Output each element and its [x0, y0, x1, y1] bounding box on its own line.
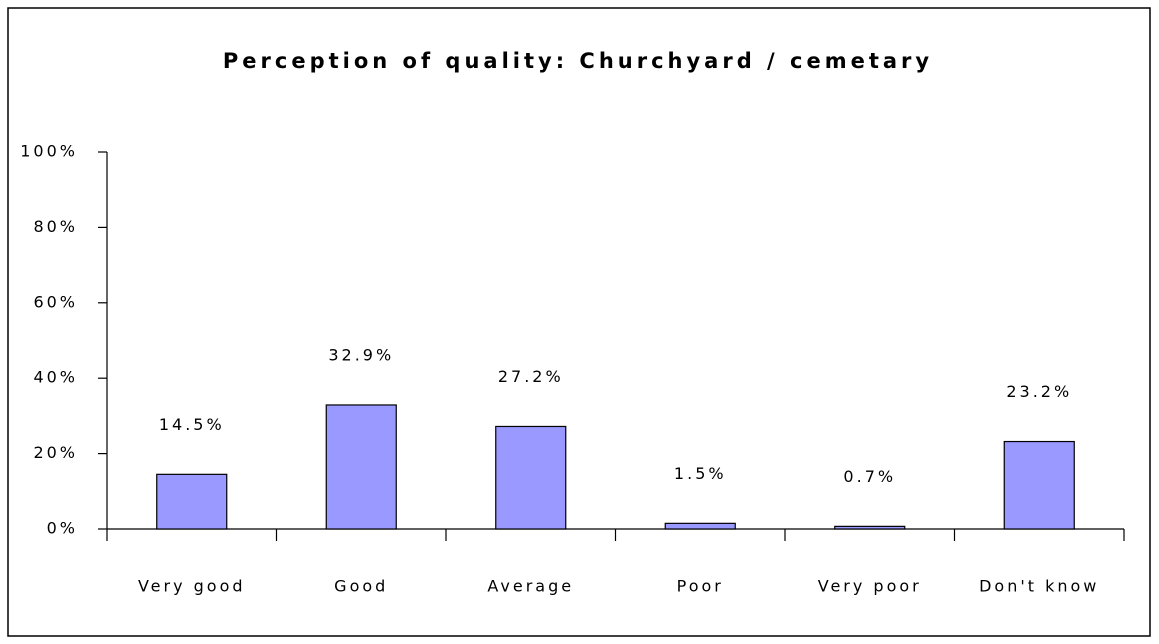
bar — [664, 522, 736, 530]
x-tick-label: Average — [487, 577, 574, 596]
y-tick-label: 80% — [33, 217, 78, 236]
value-label: 32.9% — [328, 345, 394, 364]
bar — [1003, 440, 1075, 530]
value-label: 1.5% — [674, 464, 727, 483]
value-label: 14.5% — [159, 415, 225, 434]
bar — [495, 425, 567, 530]
y-tick-label: 60% — [33, 292, 78, 311]
value-label: 0.7% — [843, 467, 896, 486]
x-tick-label: Good — [334, 577, 388, 596]
bar — [156, 473, 228, 530]
value-label: 27.2% — [498, 367, 564, 386]
value-label: 23.2% — [1006, 382, 1072, 401]
x-tick-label: Very good — [138, 577, 246, 596]
chart-frame — [7, 7, 1151, 637]
y-tick-label: 100% — [20, 142, 78, 161]
y-tick-label: 40% — [33, 368, 78, 387]
x-tick-label: Don't know — [979, 577, 1099, 596]
bar — [325, 404, 397, 530]
x-tick-label: Very poor — [818, 577, 922, 596]
y-tick-label: 20% — [33, 443, 78, 462]
y-tick-label: 0% — [47, 519, 78, 538]
bar — [834, 525, 906, 530]
x-tick-label: Poor — [677, 577, 724, 596]
chart-title: Perception of quality: Churchyard / ceme… — [223, 49, 933, 73]
